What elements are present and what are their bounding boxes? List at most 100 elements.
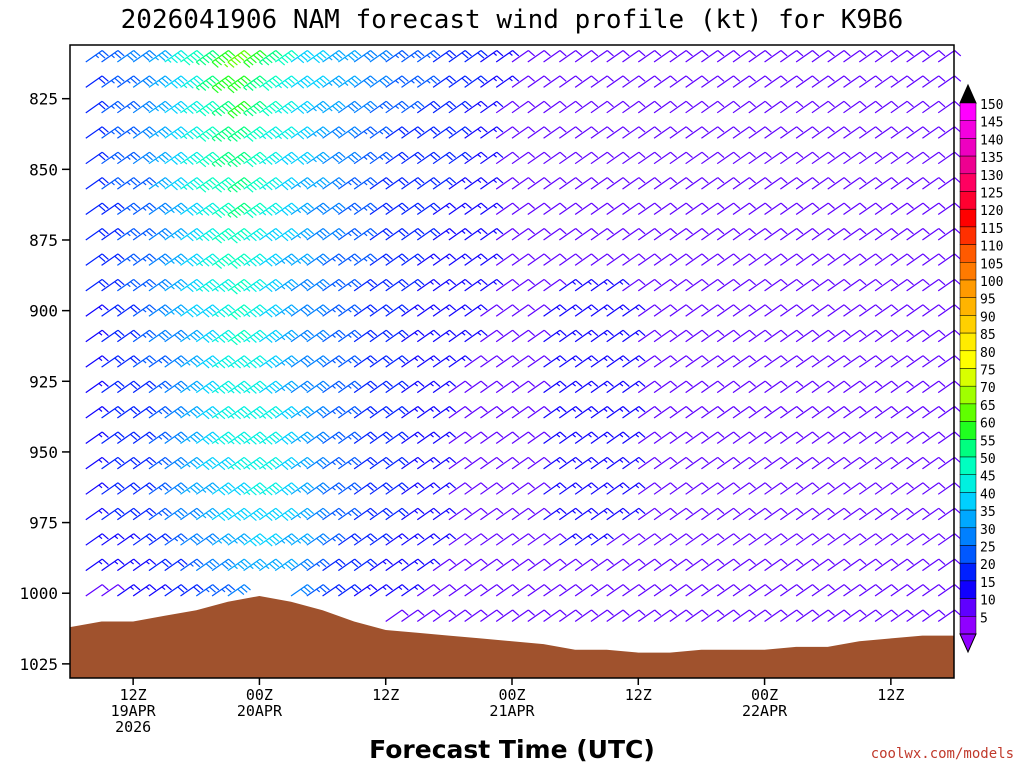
wind-barb — [243, 202, 267, 219]
wind-barb — [653, 456, 678, 470]
wind-barb — [511, 151, 535, 165]
wind-barb — [180, 202, 204, 216]
wind-barb — [148, 507, 172, 521]
wind-barb — [701, 380, 725, 394]
y-tick-label: 825 — [29, 90, 58, 109]
wind-barb — [274, 50, 299, 66]
chart-title: 2026041906 NAM forecast wind profile (kt… — [121, 5, 904, 35]
x-tick-label: 00Z — [751, 686, 778, 704]
wind-barb — [874, 329, 899, 343]
wind-barb — [890, 151, 914, 165]
wind-barb — [448, 253, 472, 266]
wind-barb — [685, 355, 709, 368]
wind-barb — [259, 507, 283, 522]
wind-barb — [559, 431, 583, 444]
wind-barb — [290, 355, 314, 368]
wind-barb — [385, 355, 409, 368]
wind-barb — [480, 126, 504, 139]
wind-barb — [716, 507, 741, 521]
wind-barb — [732, 228, 756, 241]
wind-barb — [811, 456, 835, 470]
wind-barb — [527, 126, 551, 139]
wind-barb — [890, 380, 914, 394]
wind-barb — [574, 355, 599, 368]
wind-barbs — [85, 50, 962, 622]
wind-barb — [338, 278, 362, 292]
colorbar-label: 125 — [980, 187, 1003, 202]
wind-barb — [890, 100, 914, 114]
wind-barb — [811, 380, 835, 394]
wind-barb — [464, 380, 488, 394]
wind-barb — [543, 278, 567, 292]
wind-barb — [274, 329, 299, 343]
wind-barb — [85, 278, 109, 292]
wind-barb — [85, 228, 109, 241]
wind-barb — [559, 533, 583, 546]
wind-barb — [432, 533, 457, 546]
wind-barb — [937, 75, 962, 88]
wind-barb — [117, 228, 141, 241]
wind-barb — [495, 558, 520, 572]
wind-barb — [622, 151, 646, 165]
wind-barb — [148, 558, 172, 572]
wind-barb — [622, 533, 646, 546]
wind-barb — [148, 304, 172, 317]
wind-barb — [543, 126, 567, 139]
wind-barb — [306, 50, 330, 64]
wind-barb — [669, 456, 693, 470]
wind-barb — [574, 482, 599, 495]
wind-barb — [906, 380, 930, 394]
wind-barb — [843, 456, 867, 470]
wind-barb — [385, 431, 409, 444]
wind-barb — [195, 456, 220, 471]
wind-barb — [716, 406, 741, 419]
wind-barb — [922, 278, 946, 292]
wind-barb — [101, 355, 125, 368]
wind-barb — [464, 177, 488, 190]
wind-barb — [764, 584, 788, 597]
wind-barb — [385, 558, 409, 572]
wind-barb — [764, 126, 788, 139]
wind-barb — [906, 355, 930, 368]
wind-barb — [843, 278, 867, 292]
wind-barb — [716, 228, 741, 241]
wind-barb — [243, 329, 267, 343]
wind-barb — [511, 50, 535, 63]
wind-barb — [685, 100, 709, 114]
wind-barb — [448, 584, 472, 597]
wind-barb — [701, 202, 725, 216]
wind-barb — [922, 253, 946, 266]
wind-barb — [401, 177, 425, 190]
wind-barb — [369, 406, 393, 419]
wind-barb — [890, 507, 914, 521]
wind-barb — [306, 304, 330, 317]
wind-barb — [448, 355, 472, 368]
wind-barb — [101, 304, 125, 317]
wind-barb — [827, 533, 851, 546]
wind-barb — [385, 329, 409, 343]
wind-barb — [274, 380, 299, 394]
wind-barb — [511, 329, 535, 343]
wind-barb — [795, 253, 820, 266]
wind-barb — [338, 329, 362, 343]
wind-barb — [748, 380, 772, 394]
wind-barb — [606, 456, 630, 470]
wind-barb — [590, 380, 614, 394]
wind-barb — [448, 100, 472, 114]
wind-barb — [764, 304, 788, 317]
wind-barb — [416, 431, 441, 444]
wind-barb — [338, 126, 362, 139]
wind-barb — [890, 202, 914, 216]
wind-barb — [180, 151, 204, 165]
wind-barb — [543, 584, 567, 597]
wind-barb — [590, 304, 614, 317]
colorbar-label: 50 — [980, 452, 996, 467]
wind-barb — [290, 75, 314, 89]
wind-barb — [764, 380, 788, 394]
wind-barb — [132, 355, 157, 368]
wind-barb — [637, 253, 662, 266]
wind-barb — [353, 304, 378, 317]
wind-barb — [322, 228, 346, 241]
wind-barb — [574, 151, 599, 165]
colorbar-swatch — [959, 315, 977, 334]
